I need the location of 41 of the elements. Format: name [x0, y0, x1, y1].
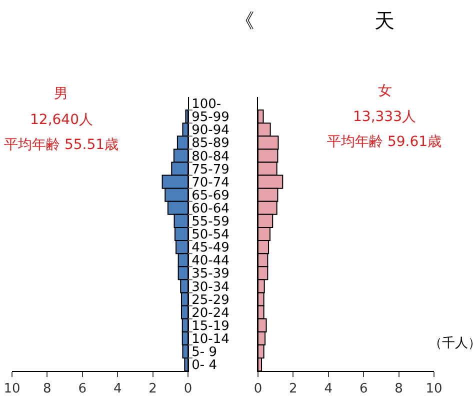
annotation: 13,333人 — [353, 109, 416, 125]
y-tick-label: 10-14 — [192, 332, 230, 347]
y-tick-label: 100- — [192, 97, 222, 112]
y-tick-label: 85-89 — [192, 136, 230, 152]
y-tick-label: 0- 4 — [192, 358, 217, 374]
y-tick-label: 70-74 — [192, 175, 230, 190]
chart-title: 《 天 — [234, 8, 395, 33]
x-tick-label: 6 — [78, 382, 87, 397]
y-tick-label: 65-69 — [192, 188, 230, 204]
y-tick-label: 60-64 — [192, 201, 230, 216]
annotation: 男 — [54, 86, 68, 102]
y-tick-label: 15-19 — [192, 318, 230, 334]
annotation: （千人） — [429, 336, 473, 351]
x-tick-label: 6 — [359, 382, 368, 397]
annotation: 平均年齢 55.51歳 — [4, 137, 119, 153]
x-tick-label: 8 — [394, 382, 403, 397]
y-tick-label: 50-54 — [192, 228, 230, 243]
y-tick-label: 20-24 — [192, 306, 230, 321]
y-tick-label: 95-99 — [192, 110, 230, 126]
y-tick-label: 5- 9 — [192, 344, 217, 360]
annotation: 平均年齢 59.61歳 — [327, 134, 442, 150]
y-tick-label: 30-34 — [192, 280, 230, 295]
x-tick-label: 10 — [4, 382, 20, 397]
x-tick-label: 8 — [43, 382, 52, 397]
annotation: 女 — [378, 83, 392, 99]
annotation: 12,640人 — [30, 112, 93, 128]
y-tick-label: 55-59 — [192, 214, 230, 230]
y-tick-label: 45-49 — [192, 240, 230, 256]
x-tick-label: 10 — [426, 382, 442, 397]
y-tick-label: 35-39 — [192, 266, 230, 282]
x-tick-label: 2 — [289, 382, 298, 397]
x-tick-label: 4 — [324, 382, 333, 397]
y-tick-label: 25-29 — [192, 292, 230, 308]
x-tick-label: 0 — [254, 382, 262, 397]
x-tick-label: 0 — [184, 382, 192, 397]
y-tick-label: 75-79 — [192, 162, 230, 178]
y-tick-label: 80-84 — [192, 149, 230, 164]
x-tick-label: 2 — [148, 382, 157, 397]
y-tick-label: 90-94 — [192, 123, 230, 138]
y-tick-label: 40-44 — [192, 254, 230, 269]
x-tick-label: 4 — [113, 382, 122, 397]
